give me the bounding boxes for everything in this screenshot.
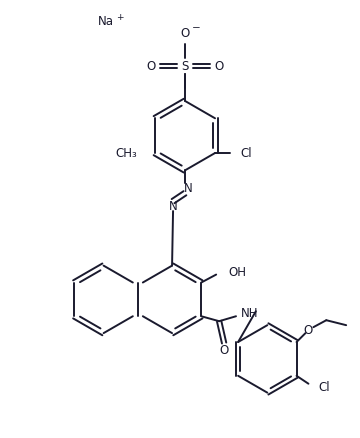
Text: Cl: Cl — [318, 381, 330, 394]
Text: CH₃: CH₃ — [115, 147, 137, 159]
Text: +: + — [117, 13, 124, 22]
Text: N: N — [169, 200, 177, 212]
Text: O: O — [147, 60, 156, 73]
Text: Cl: Cl — [241, 147, 252, 159]
Text: −: − — [192, 24, 200, 33]
Text: Na: Na — [98, 15, 114, 28]
Text: O: O — [214, 60, 223, 73]
Text: OH: OH — [228, 266, 246, 279]
Text: S: S — [181, 60, 189, 73]
Text: N: N — [184, 182, 192, 195]
Text: O: O — [180, 27, 190, 40]
Text: O: O — [304, 324, 313, 337]
Text: NH: NH — [241, 307, 258, 320]
Text: O: O — [220, 344, 229, 357]
